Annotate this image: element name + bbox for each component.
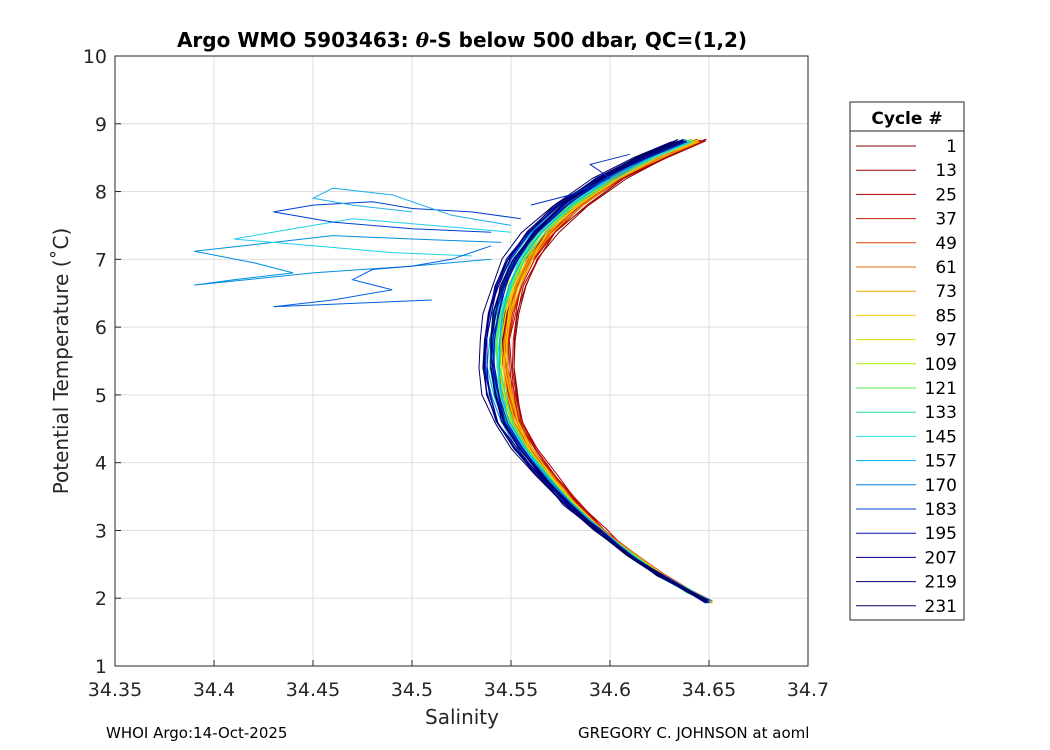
profile-cycle-157 [498,140,709,603]
profile-cycle-219 [482,141,706,601]
legend-label-109: 109 [925,355,957,375]
profile-cycle-61 [503,138,709,601]
anomalous-profile [273,245,492,308]
x-tick-label: 34.5 [391,679,433,701]
y-axis-label: Potential Temperature (˚C) [49,228,73,495]
legend-label-133: 133 [925,403,957,423]
grid-lines [114,55,809,667]
legend-label-170: 170 [925,476,957,496]
profile-cycle-13 [513,140,711,601]
x-tick-label: 34.4 [193,679,235,701]
anomalous-profile [233,218,512,257]
y-tick-label: 1 [95,656,107,678]
profile-cycle-207 [486,140,708,604]
profile-cycle-219 [483,138,707,603]
legend-label-1: 1 [946,137,957,157]
legend-label-121: 121 [925,379,957,399]
legend-label-157: 157 [925,452,957,472]
legend-label-219: 219 [925,573,957,593]
plot-frame [114,55,809,667]
y-tick-label: 7 [95,249,107,271]
x-axis-label: Salinity [425,705,499,729]
profile-cycle-61 [502,139,712,601]
legend-label-145: 145 [925,427,957,447]
anomalous-profile [273,201,521,233]
legend-label-25: 25 [935,185,957,205]
legend-label-49: 49 [935,234,957,254]
legend-label-85: 85 [935,306,957,326]
profile-cycle-25 [506,139,709,602]
x-tick-label: 34.6 [589,679,631,701]
legend-label-73: 73 [935,282,957,302]
profile-cycle-231 [490,140,708,603]
profile-cycle-25 [511,138,710,603]
chart-title: Argo WMO 5903463: θ-S below 500 dbar, QC… [177,28,747,52]
legend-label-13: 13 [935,161,957,181]
profile-cycle-1 [513,138,710,603]
y-tick-label: 3 [95,520,107,542]
x-tick-labels: 34.35 34.4 34.45 34.5 34.55 34.6 34.65 34.7 [88,679,829,701]
y-tick-label: 5 [95,385,107,407]
footer-author: GREGORY C. JOHNSON at aoml [578,724,810,742]
legend: Cycle # 1 13 25 37 49 61 73 85 97 109 121 133 145 157… [849,101,965,621]
legend-label-195: 195 [925,524,957,544]
legend-items: 1 13 25 37 49 61 73 85 97 109 121 133 145 157 170 183 19… [856,137,957,617]
y-tick-label: 8 [95,182,107,204]
y-tick-label: 9 [95,114,107,136]
legend-title: Cycle # [871,109,942,129]
profile-cycle-49 [503,139,712,602]
profile-cycle-73 [506,140,710,603]
x-tick-label: 34.35 [88,679,142,701]
anomalous-profile [311,187,512,226]
legend-label-231: 231 [925,597,957,617]
anomalous-profile [530,153,630,206]
profile-cycle-207 [484,140,707,604]
profile-cycle-231 [478,141,709,602]
legend-label-61: 61 [935,258,957,278]
profile-cycle-231 [490,140,709,601]
profile-cycle-73 [505,141,710,603]
profile-cycle-207 [483,139,707,602]
profile-cycle-121 [497,138,710,603]
legend-label-183: 183 [925,500,957,520]
anomalous-profile [194,235,502,286]
x-tick-label: 34.55 [484,679,538,701]
legend-label-37: 37 [935,210,957,230]
footer-source-date: WHOI Argo:14-Oct-2025 [106,724,288,742]
y-tick-label: 2 [95,588,107,610]
x-tick-label: 34.45 [286,679,340,701]
y-tick-labels: 1 2 3 4 5 6 7 8 9 10 [83,46,107,678]
profile-cycle-170 [484,140,707,604]
profile-lines [194,138,713,604]
legend-label-207: 207 [925,548,957,568]
y-tick-label: 4 [95,453,107,475]
x-tick-label: 34.65 [682,679,736,701]
x-tick-label: 34.7 [787,679,829,701]
legend-label-97: 97 [935,331,957,351]
y-tick-label: 10 [83,46,107,68]
y-tick-label: 6 [95,317,107,339]
